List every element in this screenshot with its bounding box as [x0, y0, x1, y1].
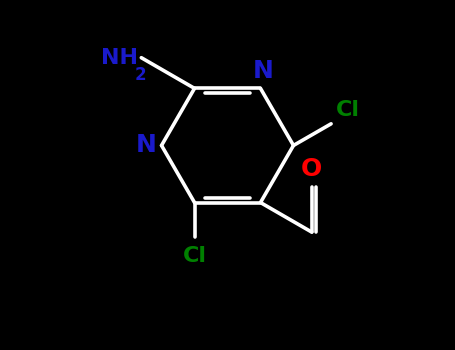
Text: 2: 2 [134, 66, 146, 84]
Text: Cl: Cl [182, 246, 207, 266]
Text: N: N [253, 59, 273, 83]
Text: NH: NH [101, 48, 138, 68]
Text: O: O [301, 157, 322, 181]
Text: Cl: Cl [336, 100, 359, 120]
Text: N: N [136, 133, 157, 158]
